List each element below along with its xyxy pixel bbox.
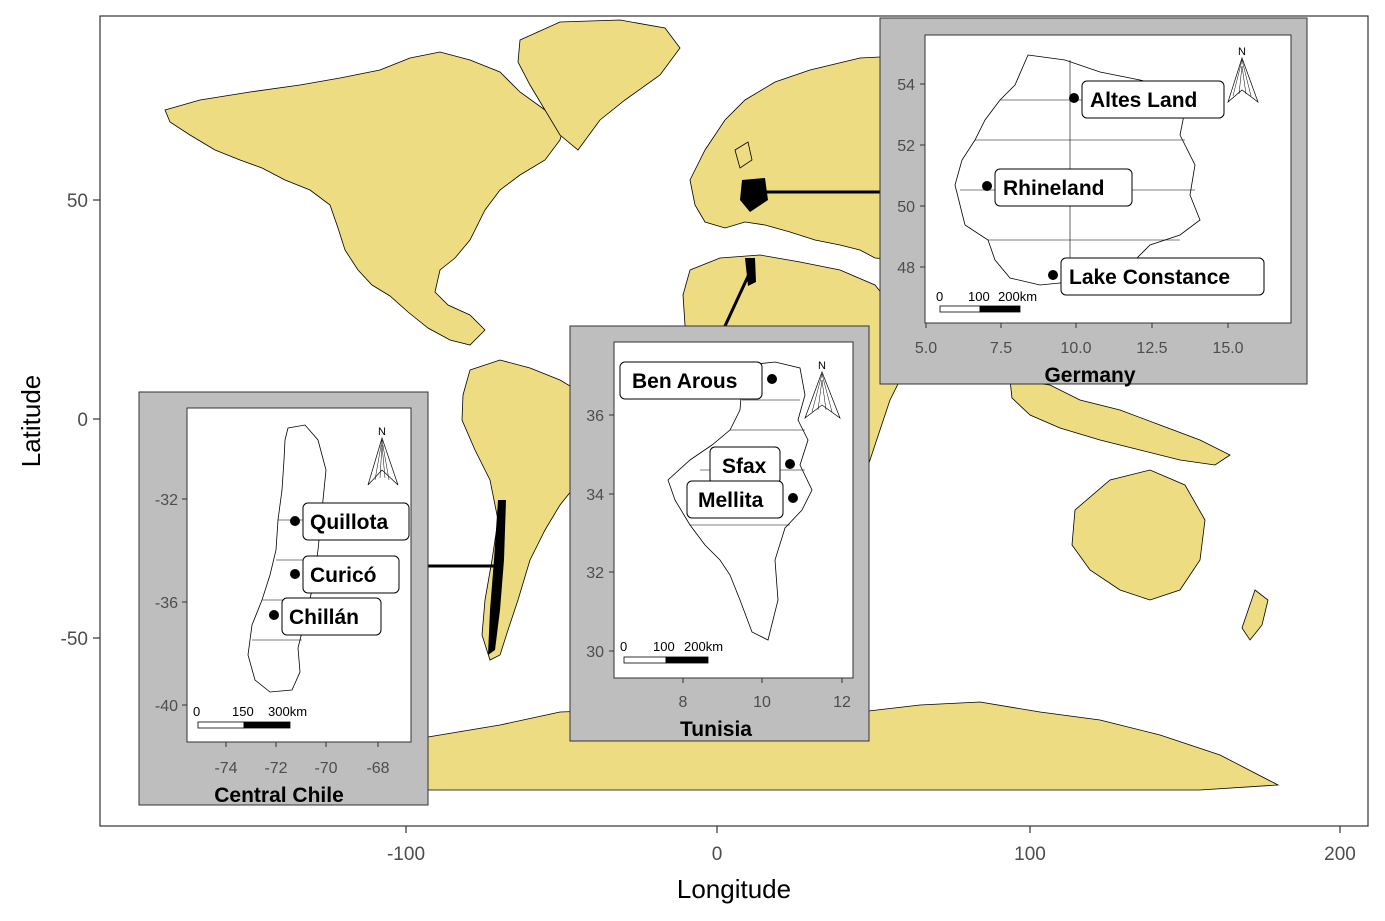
new-zealand xyxy=(1241,589,1269,641)
inset-y-tick: 36 xyxy=(586,408,604,425)
inset-y-tick: 32 xyxy=(586,565,604,582)
north-arrow: N xyxy=(804,360,841,420)
site-label: Rhineland xyxy=(1003,177,1105,200)
y-tick-label: 50 xyxy=(67,191,88,212)
site-marker xyxy=(269,610,279,620)
site-marker xyxy=(767,374,777,384)
germany-highlight xyxy=(740,178,768,212)
australia xyxy=(1071,469,1206,601)
scale-label: 200km xyxy=(998,289,1037,304)
inset-y-tick: 52 xyxy=(897,138,915,155)
inset-y-tick: 50 xyxy=(897,199,915,216)
scale-label: 0 xyxy=(620,639,627,654)
scale-label: 300km xyxy=(268,704,307,719)
scale-label: 200km xyxy=(684,639,723,654)
y-axis-title: Latitude xyxy=(16,375,46,468)
site-marker xyxy=(788,493,798,503)
inset-y-tick: 54 xyxy=(897,77,915,94)
inset-title: Tunisia xyxy=(680,718,752,741)
inset-x-tick: 10 xyxy=(753,694,771,711)
x-axis-title: Longitude xyxy=(677,874,791,904)
inset-y-tick: -36 xyxy=(155,595,178,612)
inset-x-tick: 10.0 xyxy=(1060,340,1091,357)
inset-x-tick: 12 xyxy=(833,694,851,711)
inset-x-tick: -74 xyxy=(214,760,237,777)
scale-label: 150 xyxy=(232,704,254,719)
site-label: Curicó xyxy=(310,564,377,587)
inset-x-tick: -72 xyxy=(264,760,287,777)
scale-label: 100 xyxy=(968,289,990,304)
inset-x-tick: 12.5 xyxy=(1136,340,1167,357)
connector-tunisia xyxy=(723,271,752,327)
scale-label: 0 xyxy=(193,704,200,719)
x-tick-label: 100 xyxy=(1014,844,1046,865)
y-tick-label: -50 xyxy=(61,629,88,650)
north-label: N xyxy=(1238,46,1246,58)
inset-y-tick: 48 xyxy=(897,260,915,277)
inset-central-chile: N Quillota Curicó Chillán 0 150 300km -7… xyxy=(138,391,429,807)
y-tick-label: 0 xyxy=(77,410,88,431)
inset-x-tick: -70 xyxy=(314,760,337,777)
chile-highlight xyxy=(488,500,506,655)
north-label: N xyxy=(818,360,826,372)
chile-region-outline xyxy=(247,424,327,693)
inset-x-tick: -68 xyxy=(366,760,389,777)
inset-x-tick: 8 xyxy=(679,694,688,711)
north-arrow: N xyxy=(367,426,399,486)
site-marker xyxy=(982,181,992,191)
se-asia-islands xyxy=(1009,379,1231,466)
greenland xyxy=(517,19,681,151)
site-label: Lake Constance xyxy=(1069,266,1230,289)
inset-title: Central Chile xyxy=(214,784,344,807)
tunisia-highlight xyxy=(745,258,756,286)
site-label: Sfax xyxy=(722,455,767,478)
main-x-ticks xyxy=(405,826,1341,833)
site-label: Chillán xyxy=(289,606,359,629)
site-marker xyxy=(1048,270,1058,280)
north-america xyxy=(164,51,566,346)
scale-label: 0 xyxy=(936,289,943,304)
north-label: N xyxy=(378,426,386,438)
uk-island xyxy=(734,141,753,169)
main-y-ticks xyxy=(93,199,100,639)
inset-x-tick: 7.5 xyxy=(990,340,1012,357)
inset-connectors xyxy=(428,190,880,568)
inset-title: Germany xyxy=(1044,364,1135,387)
site-marker xyxy=(290,569,300,579)
north-arrow: N xyxy=(1227,46,1259,104)
inset-germany: N Altes Land Rhineland Lake Constance 0 … xyxy=(879,17,1308,387)
inset-x-tick: 15.0 xyxy=(1212,340,1243,357)
site-label: Ben Arous xyxy=(632,370,737,393)
x-tick-label: 200 xyxy=(1324,844,1356,865)
study-regions xyxy=(488,178,768,655)
scale-label: 100 xyxy=(653,639,675,654)
inset-y-tick: 30 xyxy=(586,644,604,661)
site-marker xyxy=(290,516,300,526)
x-tick-label: -100 xyxy=(387,844,425,865)
site-marker xyxy=(1069,93,1079,103)
inset-y-tick: -40 xyxy=(155,698,178,715)
site-label: Quillota xyxy=(310,511,388,534)
inset-tunisia: N Ben Arous Sfax Mellita 0 100 200km 8 1… xyxy=(569,325,870,742)
site-label: Mellita xyxy=(698,489,764,512)
site-label: Altes Land xyxy=(1090,89,1197,112)
inset-y-tick: -32 xyxy=(155,492,178,509)
inset-y-tick: 34 xyxy=(586,487,604,504)
site-marker xyxy=(785,459,795,469)
inset-x-tick: 5.0 xyxy=(915,340,937,357)
x-tick-label: 0 xyxy=(712,844,723,865)
